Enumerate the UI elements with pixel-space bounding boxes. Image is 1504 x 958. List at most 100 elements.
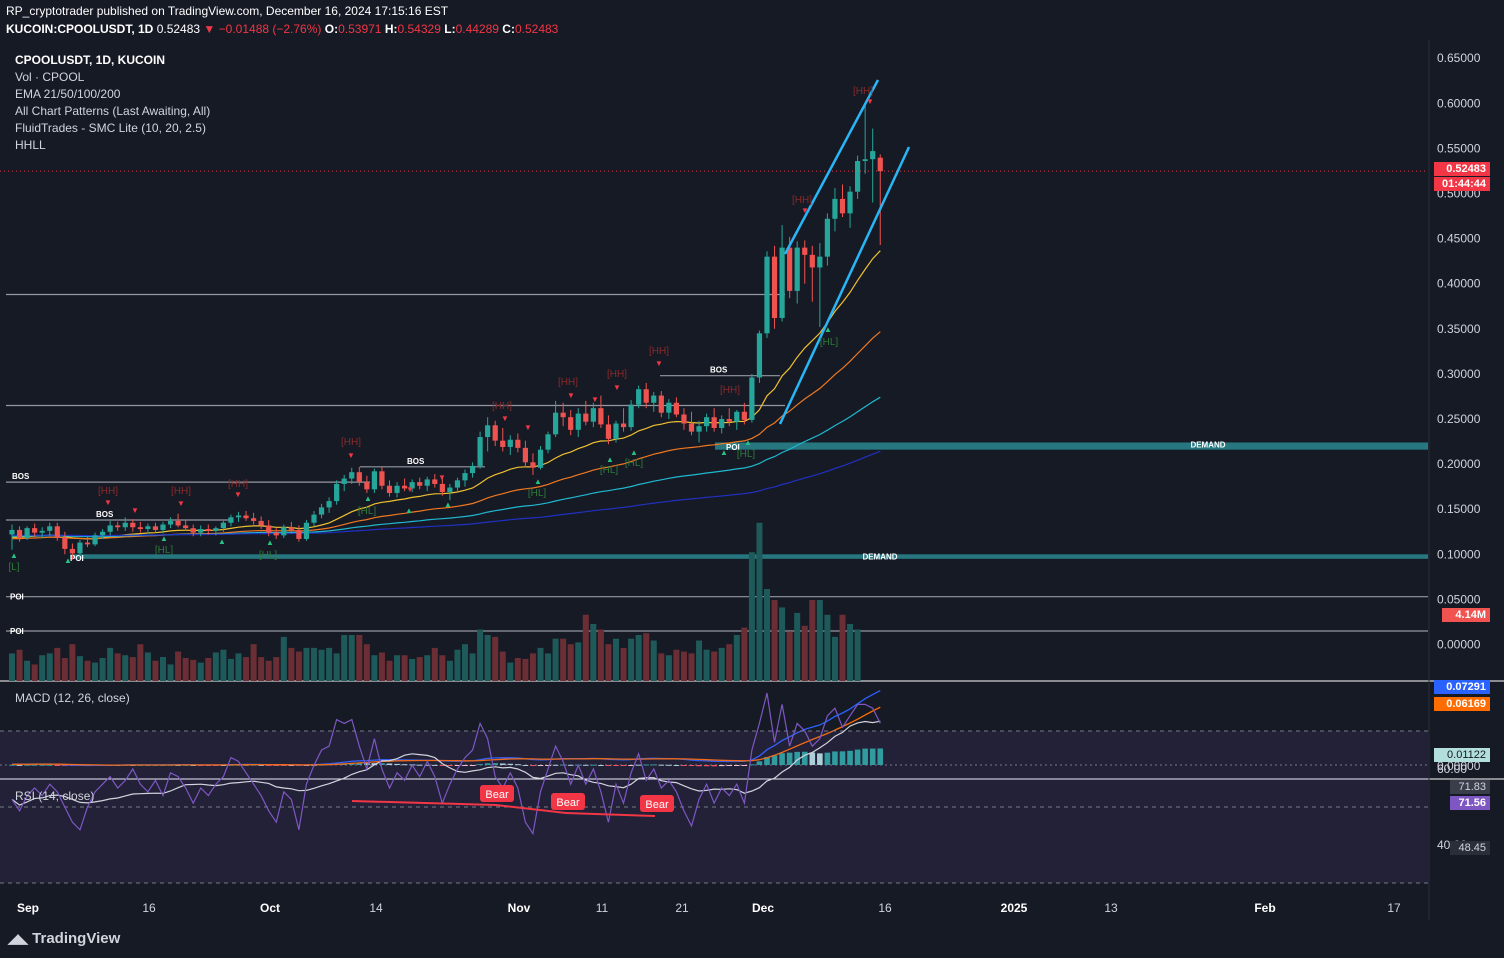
swing-low-label: [HL] <box>358 506 377 517</box>
macd-histogram-bar <box>877 748 884 765</box>
high-label: H: <box>384 22 398 36</box>
macd-histogram-bar <box>16 764 23 766</box>
macd-histogram-bar <box>658 764 665 766</box>
candle-body <box>500 440 506 447</box>
macd-histogram-bar <box>356 762 363 765</box>
candle-body <box>522 447 528 463</box>
candle-body <box>507 439 513 447</box>
macd-histogram-bar <box>54 765 61 766</box>
publisher-line: RP_cryptotrader published on TradingView… <box>6 4 449 18</box>
macd-histogram-bar <box>688 765 695 767</box>
volume-bar <box>386 660 393 681</box>
swing-high-label: [HH] <box>98 486 118 497</box>
axis-labels: 0.650000.600000.550000.500000.450000.400… <box>17 51 1481 915</box>
price-tick-label: 0.25000 <box>1437 412 1481 426</box>
candle-body <box>379 471 385 486</box>
candle-body <box>386 485 393 493</box>
volume-bar <box>69 644 76 681</box>
volume-bar <box>220 649 227 681</box>
time-tick-label: Dec <box>752 901 774 915</box>
candle-body <box>24 528 30 539</box>
volume-bar <box>265 660 272 681</box>
candle-body <box>711 417 717 429</box>
candle-body <box>175 520 181 526</box>
volume-bar <box>726 644 733 681</box>
candle-body <box>220 522 226 529</box>
swing-high-arrow-icon: ▼ <box>131 506 139 515</box>
legend-ema[interactable]: EMA 21/50/100/200 <box>15 87 121 101</box>
candle-body <box>477 437 483 466</box>
candle-body <box>598 408 604 425</box>
volume-bar <box>801 625 808 681</box>
legend-hhll[interactable]: HHLL <box>15 138 46 152</box>
candle-body <box>39 530 45 533</box>
candle-body <box>432 479 438 484</box>
macd-histogram-bar <box>839 751 846 765</box>
price-tick-label: 0.60000 <box>1437 96 1481 110</box>
volume-bar <box>824 614 831 681</box>
swing-high-arrow-icon: ▼ <box>347 451 355 460</box>
candle-body <box>628 404 634 428</box>
volume-bar <box>816 600 823 681</box>
volume-bar <box>378 652 385 681</box>
time-tick-label: 11 <box>596 901 609 915</box>
macd-histogram-bar <box>749 764 755 766</box>
volume-bar <box>650 640 657 681</box>
macd-histogram-bar <box>265 765 272 766</box>
time-tick-label: Nov <box>508 901 531 915</box>
volume-bar <box>356 635 363 681</box>
volume-bar <box>61 658 68 681</box>
candle-body <box>568 417 574 430</box>
macd-histogram-bar <box>499 763 506 765</box>
histogram-tag: 0.01122 <box>1434 748 1490 762</box>
symbol-interval[interactable]: KUCOIN:CPOOLUSDT, 1D <box>6 22 154 36</box>
candle-body <box>847 191 853 214</box>
candle-body <box>560 412 566 418</box>
macd-histogram-bar <box>673 765 680 766</box>
candle-body <box>454 480 461 488</box>
volume-bar <box>703 649 710 681</box>
candle-body <box>485 425 491 438</box>
macd-title[interactable]: MACD (12, 26, close) <box>15 691 130 705</box>
tradingview-logo[interactable]: ◢◣ TradingView <box>8 930 120 947</box>
volume-bar <box>76 656 83 681</box>
candle-body <box>756 333 763 378</box>
legend-symbol[interactable]: CPOOLUSDT, 1D, KUCOIN <box>15 53 166 67</box>
volume-bar <box>182 658 189 681</box>
rsi-title[interactable]: RSI (14, close) <box>15 789 95 803</box>
legend-smc[interactable]: FluidTrades - SMC Lite (10, 20, 2.5) <box>15 121 206 135</box>
demand-zone-label: DEMAND <box>862 552 897 561</box>
macd-histogram-bar <box>477 764 483 766</box>
volume-bar <box>718 647 725 681</box>
candle-body <box>266 525 272 533</box>
candle-body <box>590 408 596 422</box>
ohlc-line: KUCOIN:CPOOLUSDT, 1D 0.52483 ▼ −0.01488 … <box>6 22 558 36</box>
macd-tick-label: 0.00000 <box>1437 759 1481 773</box>
candle-body <box>115 525 121 528</box>
candle-body <box>870 151 876 160</box>
candle-body <box>704 417 710 427</box>
low-label: L: <box>444 22 456 36</box>
signal-tag: 0.06169 <box>1434 697 1490 711</box>
candle-body <box>137 527 143 530</box>
macd-histogram-bar <box>507 763 514 765</box>
price-tick-label: 0.20000 <box>1437 457 1481 471</box>
swing-high-label: [HH] <box>558 377 578 388</box>
legend-volume[interactable]: Vol · CPOOL <box>15 70 85 84</box>
candle-body <box>469 465 476 474</box>
macd-histogram-bar <box>590 764 597 766</box>
candle-body <box>371 471 377 490</box>
swing-low-arrow-icon: ▲ <box>744 438 752 447</box>
macd-histogram-bar <box>39 764 45 766</box>
legend-patterns[interactable]: All Chart Patterns (Last Awaiting, All) <box>15 104 211 118</box>
pattern-annotations: [HH] [HH] [HH] [HH] [HH] [HH] [HH] [HH] [HH] [HH]… <box>8 79 911 573</box>
volume-bar <box>560 638 567 681</box>
swing-low-arrow-icon: ▲ <box>364 494 372 503</box>
rsi-line <box>11 692 881 836</box>
macd-histogram-bar <box>794 751 800 765</box>
volume-bar <box>333 653 340 681</box>
price-tick-label: 0.00000 <box>1437 638 1481 652</box>
volume-bar <box>92 662 99 681</box>
price-tick-label: 0.15000 <box>1437 502 1481 516</box>
